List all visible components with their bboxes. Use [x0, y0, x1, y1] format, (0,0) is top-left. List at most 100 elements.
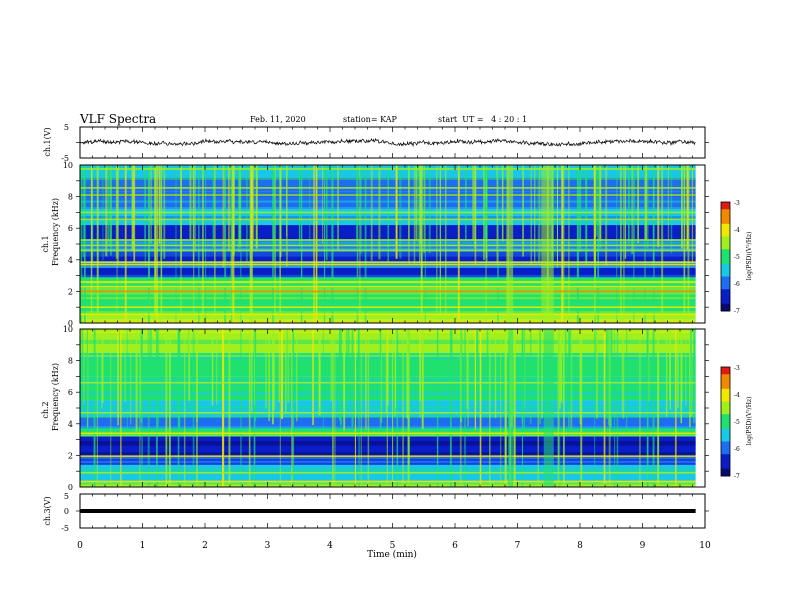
- time-tick-label: 0: [77, 541, 83, 551]
- colorbar-step: [721, 374, 730, 377]
- spectrogram-streak: [183, 329, 186, 487]
- spectrogram-streak: [93, 329, 96, 487]
- spectrogram-streak: [180, 165, 182, 266]
- spectrogram-streak: [611, 329, 613, 407]
- spectrogram-streak: [559, 329, 561, 409]
- ch1-spectrogram-ticks: 0 2 4 6 8 10: [63, 161, 709, 328]
- colorbar-step: [721, 434, 730, 437]
- colorbar-step: [721, 300, 730, 303]
- spectrogram-streak: [561, 165, 564, 323]
- spectrogram-streak: [102, 329, 104, 403]
- spectrogram-streak: [268, 329, 270, 422]
- spectrogram-streak: [665, 329, 668, 417]
- spectrogram-streak: [286, 165, 288, 267]
- spectrogram-streak: [451, 329, 453, 406]
- spectrogram-streak: [313, 165, 316, 323]
- colorbar-step: [721, 445, 730, 448]
- spectrogram-streak: [96, 165, 99, 323]
- spectrogram-streak: [279, 165, 281, 323]
- spectrogram-streak: [459, 329, 462, 487]
- spectrogram-streak: [175, 165, 177, 323]
- spectrogram-streak: [417, 165, 420, 246]
- spectrogram-streak: [347, 329, 350, 401]
- colorbar-step: [721, 274, 730, 277]
- spectrogram-streak: [135, 329, 138, 432]
- spectrogram-streak: [192, 329, 195, 487]
- spectrogram-streak: [419, 165, 421, 264]
- spectrogram-streak: [250, 165, 253, 249]
- frequency-tick-label: 10: [63, 161, 73, 170]
- spectrogram-line: [80, 211, 696, 214]
- colorbar-step: [721, 298, 730, 301]
- spectrogram-streak: [623, 165, 625, 323]
- spectrogram-streak: [101, 329, 103, 409]
- spectrogram-streak: [620, 165, 622, 323]
- spectrogram-streak: [534, 165, 536, 263]
- spectrogram-line: [80, 244, 696, 247]
- spectrogram-streak: [249, 165, 252, 323]
- spectrogram-streak: [278, 329, 280, 403]
- colorbar-step: [721, 436, 730, 439]
- ch1-voltage-ticks: [76, 127, 709, 158]
- spectrogram-streak: [358, 329, 360, 487]
- spectrogram-streak: [222, 329, 224, 487]
- spectrogram-line: [80, 432, 696, 435]
- spectrogram-streak: [296, 329, 298, 422]
- colorbar-step: [721, 397, 730, 401]
- spectrogram-line: [80, 313, 696, 316]
- colorbar-step: [721, 220, 730, 223]
- colorbar-step: [721, 370, 730, 373]
- spectrogram-streak: [196, 329, 198, 487]
- colorbar-step: [721, 430, 730, 433]
- spectrogram-streak: [537, 165, 540, 265]
- spectrogram-speckle: [80, 265, 696, 268]
- ch1-voltage-ylabel: ch.1(V): [43, 127, 52, 156]
- spectrogram-streak: [423, 165, 425, 254]
- colorbar-step: [721, 472, 730, 475]
- spectrogram-streak: [228, 329, 231, 487]
- colorbar-step: [721, 269, 730, 272]
- spectrogram-streak: [494, 329, 497, 419]
- colorbar-step: [721, 461, 730, 464]
- spectrogram-streak: [670, 165, 673, 254]
- colorbar-step: [721, 405, 730, 408]
- colorbar-step: [721, 229, 730, 232]
- ch1-voltage-line: [79, 137, 696, 148]
- spectrogram-streak: [674, 329, 677, 487]
- colorbar-step: [721, 205, 730, 208]
- colorbar-step: [721, 474, 730, 477]
- spectrogram-streak: [529, 329, 532, 425]
- colorbar-step: [721, 408, 730, 411]
- spectrogram-streak: [537, 329, 540, 487]
- spectrogram-streak: [140, 329, 143, 423]
- colorbar-step: [721, 221, 730, 225]
- spectrogram-streak: [685, 329, 687, 407]
- spectrogram-streak: [594, 329, 596, 487]
- spectrogram-speckle: [80, 270, 696, 273]
- ch1-colorbar-tick: -4: [734, 227, 740, 234]
- spectrogram-streak: [343, 329, 345, 409]
- spectrogram-streak: [105, 165, 107, 257]
- ch2-colorbar: -3 -4 -5 -6 -7 log(PSD)(V²/Hz): [720, 365, 753, 480]
- colorbar-step: [721, 376, 730, 379]
- spectrogram-line: [80, 480, 696, 483]
- spectrogram-streak: [84, 165, 86, 323]
- spectrogram-line: [80, 168, 696, 170]
- spectrogram-streak: [387, 329, 389, 406]
- spectrogram-speckle: [80, 277, 696, 280]
- colorbar-step: [721, 289, 730, 292]
- colorbar-step: [721, 454, 730, 457]
- spectrogram-streak: [541, 329, 543, 419]
- colorbar-step: [721, 258, 730, 261]
- spectrogram-streak: [631, 165, 634, 254]
- spectrogram-streak: [457, 165, 460, 323]
- spectrogram-streak: [131, 165, 134, 251]
- colorbar-step: [721, 419, 730, 422]
- spectrogram-streak: [165, 329, 168, 487]
- spectrogram-streak: [360, 329, 362, 487]
- spectrogram-streak: [124, 165, 127, 323]
- colorbar-step: [721, 399, 730, 402]
- spectrogram-streak: [253, 165, 255, 240]
- time-tick-label: 10: [699, 541, 711, 551]
- spectrogram-streak: [160, 165, 162, 265]
